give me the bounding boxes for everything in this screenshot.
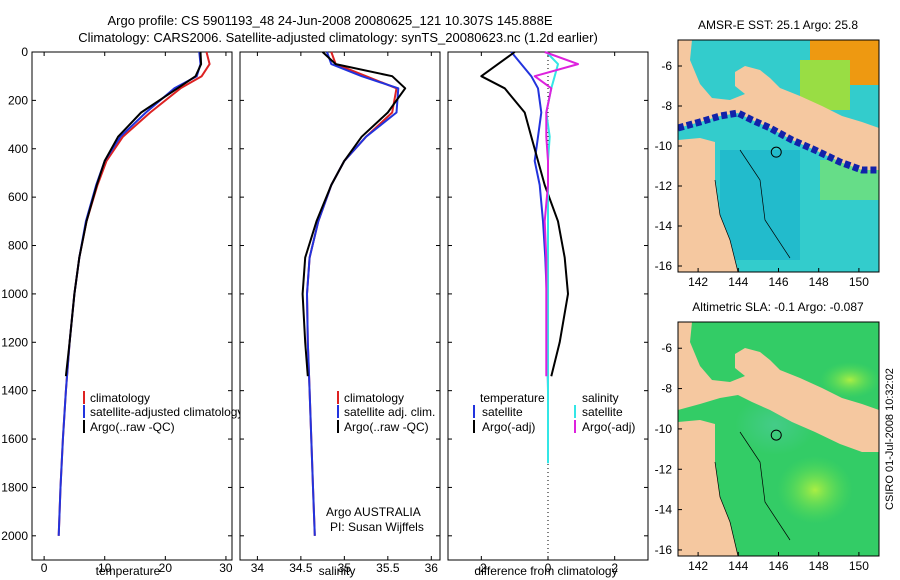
sst-land-png [678, 40, 879, 170]
lon-tick-label: 146 [768, 559, 788, 573]
argo-float-marker [770, 429, 782, 441]
y-tick-label: 1600 [1, 432, 28, 446]
sla-coastline [714, 461, 739, 556]
series-line-temperature-argo-adj- [480, 51, 569, 377]
y-tick-label: 2000 [1, 529, 28, 543]
salinity-xlabel: salinity [319, 564, 356, 578]
y-tick-label: 600 [8, 190, 28, 204]
lon-tick-label: 142 [688, 559, 708, 573]
legend-header-salinity: salinity [582, 391, 619, 405]
sla-eddy-high [777, 456, 853, 524]
sst-cool-coastal-band [678, 109, 879, 174]
lat-tick-label: -14 [655, 503, 673, 517]
sst-map: AMSR-E SST: 25.1 Argo: 25.8 142 144 146 148… [655, 18, 880, 289]
x-tick-label: 36 [425, 561, 439, 575]
y-tick-label: 1000 [1, 287, 28, 301]
x-tick-label: 35.5 [376, 561, 400, 575]
legend-label-temp-satellite: satellite [482, 405, 523, 419]
temperature-axes-frame [31, 51, 233, 561]
series-line-argo-raw-qc- [301, 51, 407, 377]
y-tick-label: 800 [8, 239, 28, 253]
sla-reef-contour [739, 431, 791, 541]
legend-label-temp-argo: Argo(-adj) [482, 420, 535, 434]
temperature-legend: climatology satellite-adjusted climatolo… [83, 391, 243, 434]
difference-panel: -2 0 2 difference from climatology tempera… [447, 51, 649, 578]
y-tick-label: 400 [8, 142, 28, 156]
sst-map-title: AMSR-E SST: 25.1 Argo: 25.8 [698, 18, 858, 32]
sla-land-png [678, 322, 879, 452]
lat-tick-label: -6 [661, 59, 672, 73]
title-line-1: Argo profile: CS 5901193_48 24-Jun-2008 … [107, 13, 552, 28]
sla-map-title: Altimetric SLA: -0.1 Argo: -0.087 [692, 300, 864, 314]
sst-land-cape-york [678, 138, 738, 272]
legend-label-argo: Argo(..raw -QC) [90, 420, 175, 434]
x-tick-label: 34 [251, 561, 265, 575]
x-tick-label: 10 [98, 561, 112, 575]
lon-tick-label: 144 [728, 275, 748, 289]
legend-label-argo: Argo(..raw -QC) [344, 420, 429, 434]
temperature-panel: 0 10 20 30 0 200 400 600 800 1000 1200 1400 1600 1800… [1, 45, 243, 578]
sst-cyan-patch [720, 150, 800, 260]
pi-annotation: PI: Susan Wijffels [330, 520, 424, 534]
csiro-timestamp: CSIRO 01-Jul-2008 10:32:02 [884, 368, 896, 510]
y-tick-label: 1200 [1, 335, 28, 349]
temperature-xlabel: temperature [96, 564, 161, 578]
lat-tick-label: -6 [661, 341, 672, 355]
lat-tick-label: -16 [655, 543, 673, 557]
difference-legend: temperature salinity satellite Argo(-adj… [473, 391, 635, 434]
lat-tick-label: -10 [655, 422, 673, 436]
legend-label-satellite: satellite-adjusted climatology [90, 405, 243, 419]
salinity-axes-frame [239, 51, 441, 561]
argo-float-marker [770, 146, 782, 158]
lat-tick-label: -16 [655, 259, 673, 273]
lon-tick-label: 144 [728, 559, 748, 573]
salinity-panel: 34 34.5 35 35.5 36 salinity climatology sate… [239, 51, 441, 578]
sla-land-cape-york [678, 420, 738, 556]
lon-tick-label: 150 [849, 559, 869, 573]
legend-label-climatology: climatology [344, 391, 404, 405]
lat-tick-label: -8 [661, 99, 672, 113]
lat-tick-label: -10 [655, 139, 673, 153]
x-tick-label: 0 [41, 561, 48, 575]
lat-tick-label: -14 [655, 219, 673, 233]
y-tick-label: 1800 [1, 480, 28, 494]
lon-tick-label: 142 [688, 275, 708, 289]
legend-header-temperature: temperature [480, 391, 545, 405]
x-tick-label: -2 [476, 561, 487, 575]
lat-tick-label: -12 [655, 179, 673, 193]
y-tick-label: 200 [8, 93, 28, 107]
sst-coastline [714, 179, 739, 272]
y-tick-label: 1400 [1, 384, 28, 398]
x-tick-label: 2 [611, 561, 618, 575]
lon-tick-label: 146 [768, 275, 788, 289]
argo-australia-annotation: Argo AUSTRALIA [326, 505, 421, 519]
lon-tick-label: 148 [809, 559, 829, 573]
x-tick-label: 20 [159, 561, 173, 575]
salinity-legend: climatology satellite adj. clim. Argo(..… [337, 391, 435, 434]
series-line-salinity-argo-adj- [533, 51, 579, 377]
title-line-2: Climatology: CARS2006. Satellite-adjuste… [78, 30, 598, 45]
x-tick-label: 0 [545, 561, 552, 575]
x-tick-label: 35 [338, 561, 352, 575]
lon-tick-label: 148 [809, 275, 829, 289]
sla-eddy-north [820, 362, 879, 398]
x-tick-label: 30 [219, 561, 233, 575]
legend-label-climatology: climatology [90, 391, 150, 405]
sla-map: Altimetric SLA: -0.1 Argo: -0.087 142 144… [655, 300, 880, 573]
sst-reef-contour [739, 149, 791, 259]
x-tick-label: 34.5 [289, 561, 313, 575]
lon-tick-label: 150 [849, 275, 869, 289]
legend-label-sal-argo: Argo(-adj) [582, 420, 635, 434]
lat-tick-label: -8 [661, 382, 672, 396]
difference-xlabel: difference from climatology [474, 564, 617, 578]
lat-tick-label: -12 [655, 462, 673, 476]
legend-label-sal-satellite: satellite [582, 405, 623, 419]
y-tick-label: 0 [21, 45, 28, 59]
legend-label-satellite: satellite adj. clim. [344, 405, 435, 419]
series-line-argo-raw-qc- [64, 51, 203, 377]
